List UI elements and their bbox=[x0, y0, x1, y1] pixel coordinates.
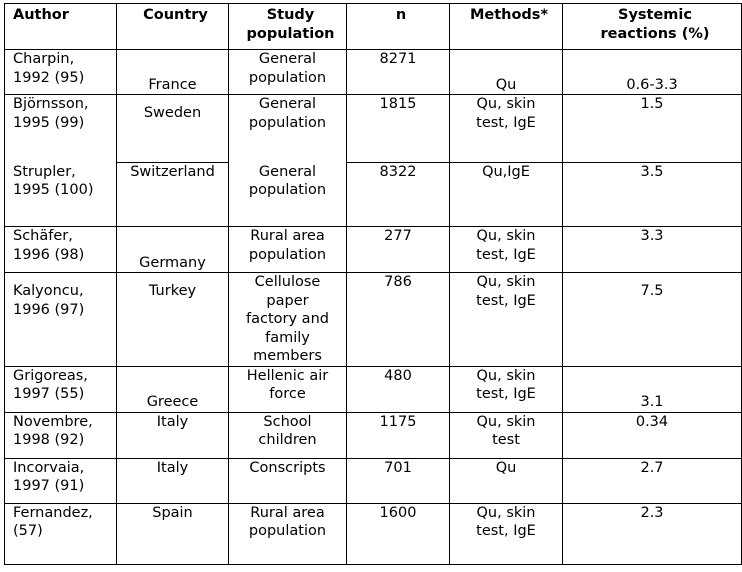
table-row: Fernandez, (57) Spain Rural area populatio… bbox=[4, 502, 742, 565]
header-systemic-reactions: Systemic reactions (%) bbox=[562, 3, 742, 50]
cell-author: Björnsson, 1995 (99) bbox=[4, 94, 117, 163]
cell-author: Grigoreas, 1997 (55) bbox=[4, 365, 117, 413]
table-row: Strupler, 1995 (100) Switzerland General p… bbox=[4, 162, 742, 227]
cell-country: Italy bbox=[116, 457, 229, 504]
cell-n: 480 bbox=[346, 365, 450, 413]
cell-methods: Qu, skin test, IgE bbox=[449, 272, 563, 367]
table-row: Grigoreas, 1997 (55) Greece Hellenic air f… bbox=[4, 365, 742, 413]
cell-n: 1175 bbox=[346, 411, 450, 459]
header-row: Author Country Study population n Methods… bbox=[4, 3, 742, 50]
cell-methods: Qu, skin test, IgE bbox=[449, 502, 563, 565]
cell-author: Fernandez, (57) bbox=[4, 502, 117, 565]
cell-methods: Qu, skin test, IgE bbox=[449, 365, 563, 413]
cell-methods: Qu bbox=[449, 457, 563, 504]
cell-study-population: General population bbox=[228, 162, 347, 227]
cell-study-population: School children bbox=[228, 411, 347, 459]
header-methods: Methods* bbox=[449, 3, 563, 50]
cell-systemic-reactions: 3.5 bbox=[562, 162, 742, 227]
header-author: Author bbox=[4, 3, 117, 50]
cell-author: Strupler, 1995 (100) bbox=[4, 162, 117, 227]
cell-study-population: Rural area population bbox=[228, 226, 347, 273]
cell-country: France bbox=[116, 49, 229, 95]
cell-n: 1815 bbox=[346, 94, 450, 163]
cell-systemic-reactions: 1.5 bbox=[562, 94, 742, 163]
cell-n: 701 bbox=[346, 457, 450, 504]
cell-n: 1600 bbox=[346, 502, 450, 565]
cell-country: Spain bbox=[116, 502, 229, 565]
cell-study-population: General population bbox=[228, 94, 347, 163]
cell-systemic-reactions: 0.34 bbox=[562, 411, 742, 459]
cell-systemic-reactions: 2.7 bbox=[562, 457, 742, 504]
cell-study-population: Conscripts bbox=[228, 457, 347, 504]
cell-country: Turkey bbox=[116, 272, 229, 367]
cell-methods: Qu,IgE bbox=[449, 162, 563, 227]
table-row: Novembre, 1998 (92) Italy School children … bbox=[4, 411, 742, 459]
table-wrapper: Author Country Study population n Methods… bbox=[4, 3, 742, 565]
cell-country: Switzerland bbox=[116, 162, 229, 227]
cell-study-population: Cellulose paper factory and family members bbox=[228, 272, 347, 367]
systemic-reactions-table: Author Country Study population n Methods… bbox=[4, 3, 742, 565]
cell-author: Charpin, 1992 (95) bbox=[4, 49, 117, 95]
table-row: Kalyoncu, 1996 (97) Turkey Cellulose paper… bbox=[4, 272, 742, 367]
cell-study-population: General population bbox=[228, 49, 347, 95]
cell-study-population: Hellenic air force bbox=[228, 365, 347, 413]
table-row: Björnsson, 1995 (99) Sweden General popula… bbox=[4, 94, 742, 163]
header-n: n bbox=[346, 3, 450, 50]
table-row: Incorvaia, 1997 (91) Italy Conscripts 701… bbox=[4, 457, 742, 504]
cell-author: Novembre, 1998 (92) bbox=[4, 411, 117, 459]
cell-n: 8322 bbox=[346, 162, 450, 227]
cell-author: Incorvaia, 1997 (91) bbox=[4, 457, 117, 504]
cell-systemic-reactions: 0.6-3.3 bbox=[562, 49, 742, 95]
cell-country: Italy bbox=[116, 411, 229, 459]
cell-systemic-reactions: 3.1 bbox=[562, 365, 742, 413]
table-row: Charpin, 1992 (95) France General populati… bbox=[4, 49, 742, 95]
cell-methods: Qu, skin test, IgE bbox=[449, 94, 563, 163]
cell-study-population: Rural area population bbox=[228, 502, 347, 565]
cell-author: Kalyoncu, 1996 (97) bbox=[4, 272, 117, 367]
cell-n: 277 bbox=[346, 226, 450, 273]
cell-country: Germany bbox=[116, 226, 229, 273]
cell-systemic-reactions: 3.3 bbox=[562, 226, 742, 273]
cell-methods: Qu, skin test, IgE bbox=[449, 226, 563, 273]
cell-systemic-reactions: 2.3 bbox=[562, 502, 742, 565]
cell-country: Greece bbox=[116, 365, 229, 413]
cell-n: 786 bbox=[346, 272, 450, 367]
cell-country: Sweden bbox=[116, 94, 229, 163]
header-country: Country bbox=[116, 3, 229, 50]
cell-systemic-reactions: 7.5 bbox=[562, 272, 742, 367]
cell-n: 8271 bbox=[346, 49, 450, 95]
cell-author: Schäfer, 1996 (98) bbox=[4, 226, 117, 273]
header-study-population: Study population bbox=[228, 3, 347, 50]
cell-methods: Qu bbox=[449, 49, 563, 95]
table-row: Schäfer, 1996 (98) Germany Rural area popu… bbox=[4, 226, 742, 273]
cell-methods: Qu, skin test bbox=[449, 411, 563, 459]
